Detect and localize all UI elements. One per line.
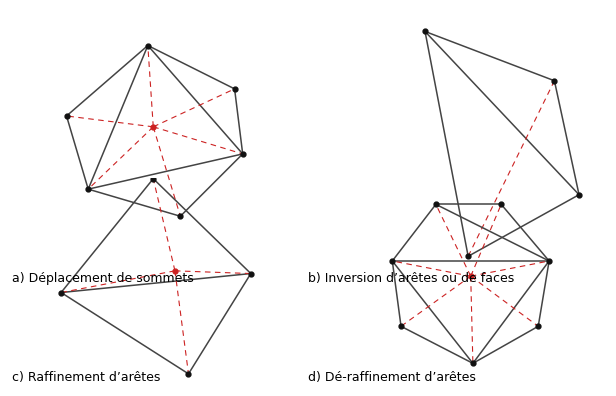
Text: d) Dé-raffinement d’arêtes: d) Dé-raffinement d’arêtes [308,371,476,384]
Text: b) Inversion d’arêtes ou de faces: b) Inversion d’arêtes ou de faces [308,272,514,285]
Text: a) Déplacement de sommets: a) Déplacement de sommets [12,272,194,285]
Text: c) Raffinement d’arêtes: c) Raffinement d’arêtes [12,371,161,384]
